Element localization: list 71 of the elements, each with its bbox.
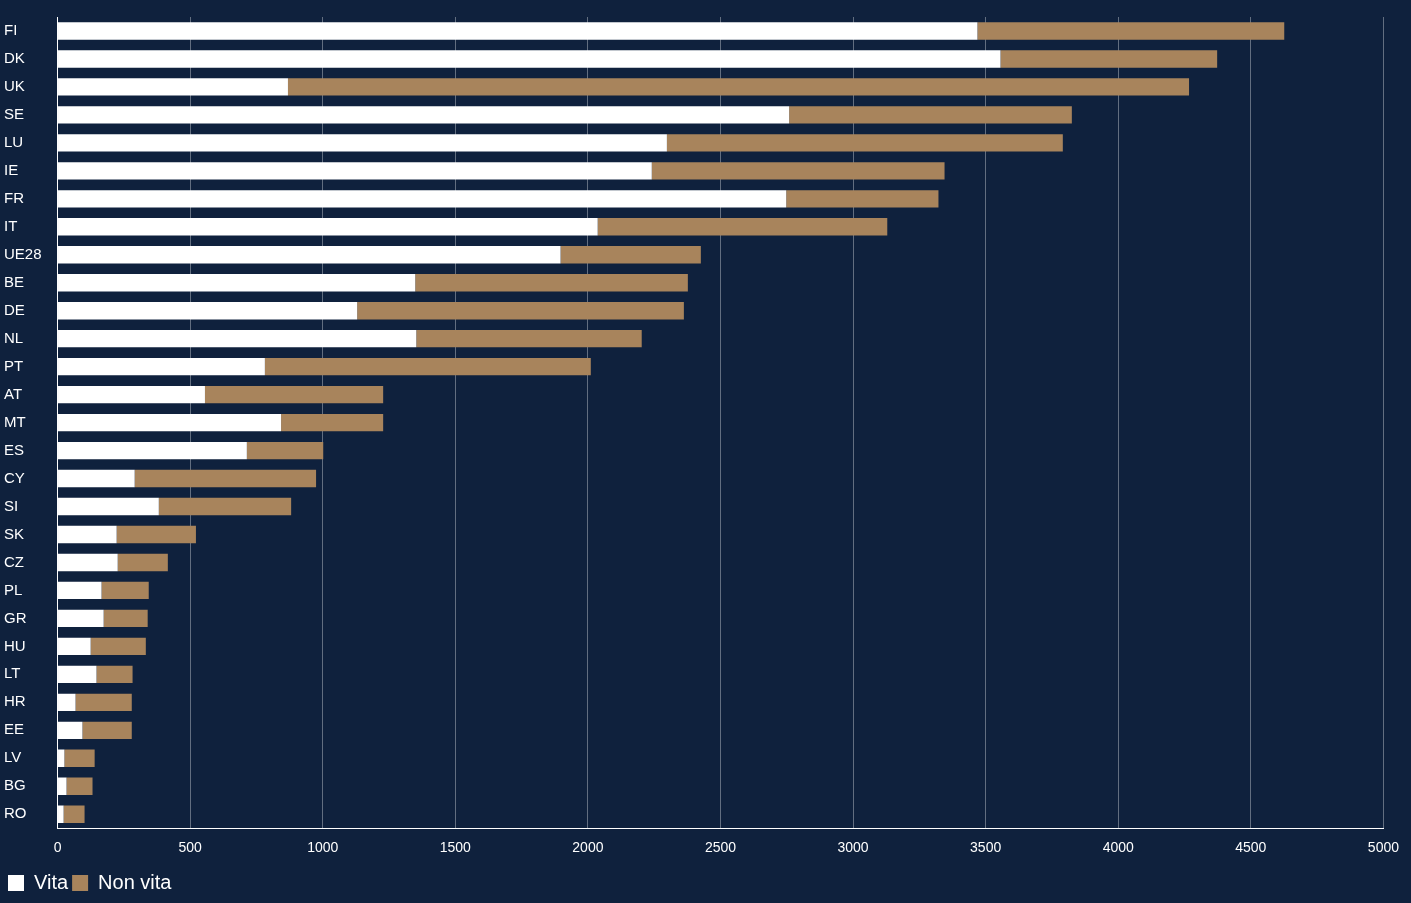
bar [281,413,384,432]
y-tick-label: IE [4,160,19,178]
y-tick-label: FI [4,21,18,39]
y-tick-label: UK [4,77,25,95]
bar [597,218,888,236]
y-tick-label: RO [4,804,27,822]
bar [64,749,95,767]
bar [1000,50,1218,68]
bar [287,78,1190,96]
y-tick-label: LT [4,664,21,682]
bar [103,609,148,628]
bar [82,721,132,739]
y-tick-label: BG [4,776,26,794]
bar [204,385,384,404]
bar [977,22,1285,40]
y-tick-label: HU [4,636,26,654]
y-tick-label: BE [4,272,25,290]
bar [134,469,317,488]
bar [101,581,149,600]
x-tick-label: 2000 [572,839,604,856]
y-tick-label: AT [4,384,23,402]
legend-label: Non vita [98,870,173,893]
x-tick-label: 1000 [307,839,339,856]
bar [357,302,684,320]
x-tick-label: 2500 [704,839,737,856]
y-tick-label: HR [4,692,26,710]
x-tick-label: 4500 [1235,839,1267,856]
y-tick-label: DK [4,49,25,67]
bar [63,805,85,823]
bar [158,497,292,516]
x-tick-label: 0 [53,839,62,856]
bar [789,106,1072,124]
y-tick-label: FR [4,188,25,206]
bar [75,693,132,711]
bar [416,330,642,348]
bar [116,525,196,544]
bar [117,553,168,572]
y-tick-label: SI [4,496,19,514]
y-tick-label: NL [4,328,24,346]
y-tick-label: UE28 [4,244,42,262]
bar [246,441,324,460]
y-tick-label: EE [4,720,25,738]
bar [651,162,945,180]
y-tick-label: ES [4,440,25,458]
y-tick-label: CY [4,468,25,486]
bar [66,777,93,795]
y-tick-label: GR [4,608,27,626]
y-tick-label: SK [4,524,25,542]
y-tick-label: PT [4,356,24,374]
bar [415,274,688,292]
x-tick-label: 4000 [1102,839,1135,856]
x-tick-label: 3500 [970,839,1002,856]
bar [786,190,939,208]
legend-label: Vita [34,870,69,893]
y-tick-label: LV [4,748,22,766]
bar [560,246,701,264]
y-tick-label: SE [4,105,25,123]
x-tick-label: 5000 [1367,839,1400,856]
y-tick-label: DE [4,300,25,318]
y-tick-label: PL [4,580,23,598]
y-tick-label: IT [4,216,18,234]
y-tick-label: CZ [4,552,24,570]
x-tick-label: 3000 [837,839,869,856]
y-tick-label: LU [4,133,24,151]
x-tick-label: 1500 [439,839,472,856]
x-tick-label: 500 [178,839,203,856]
bar [666,134,1063,152]
y-tick-label: MT [4,412,26,430]
bar [264,357,591,376]
bar [90,637,146,656]
bar [96,665,133,684]
